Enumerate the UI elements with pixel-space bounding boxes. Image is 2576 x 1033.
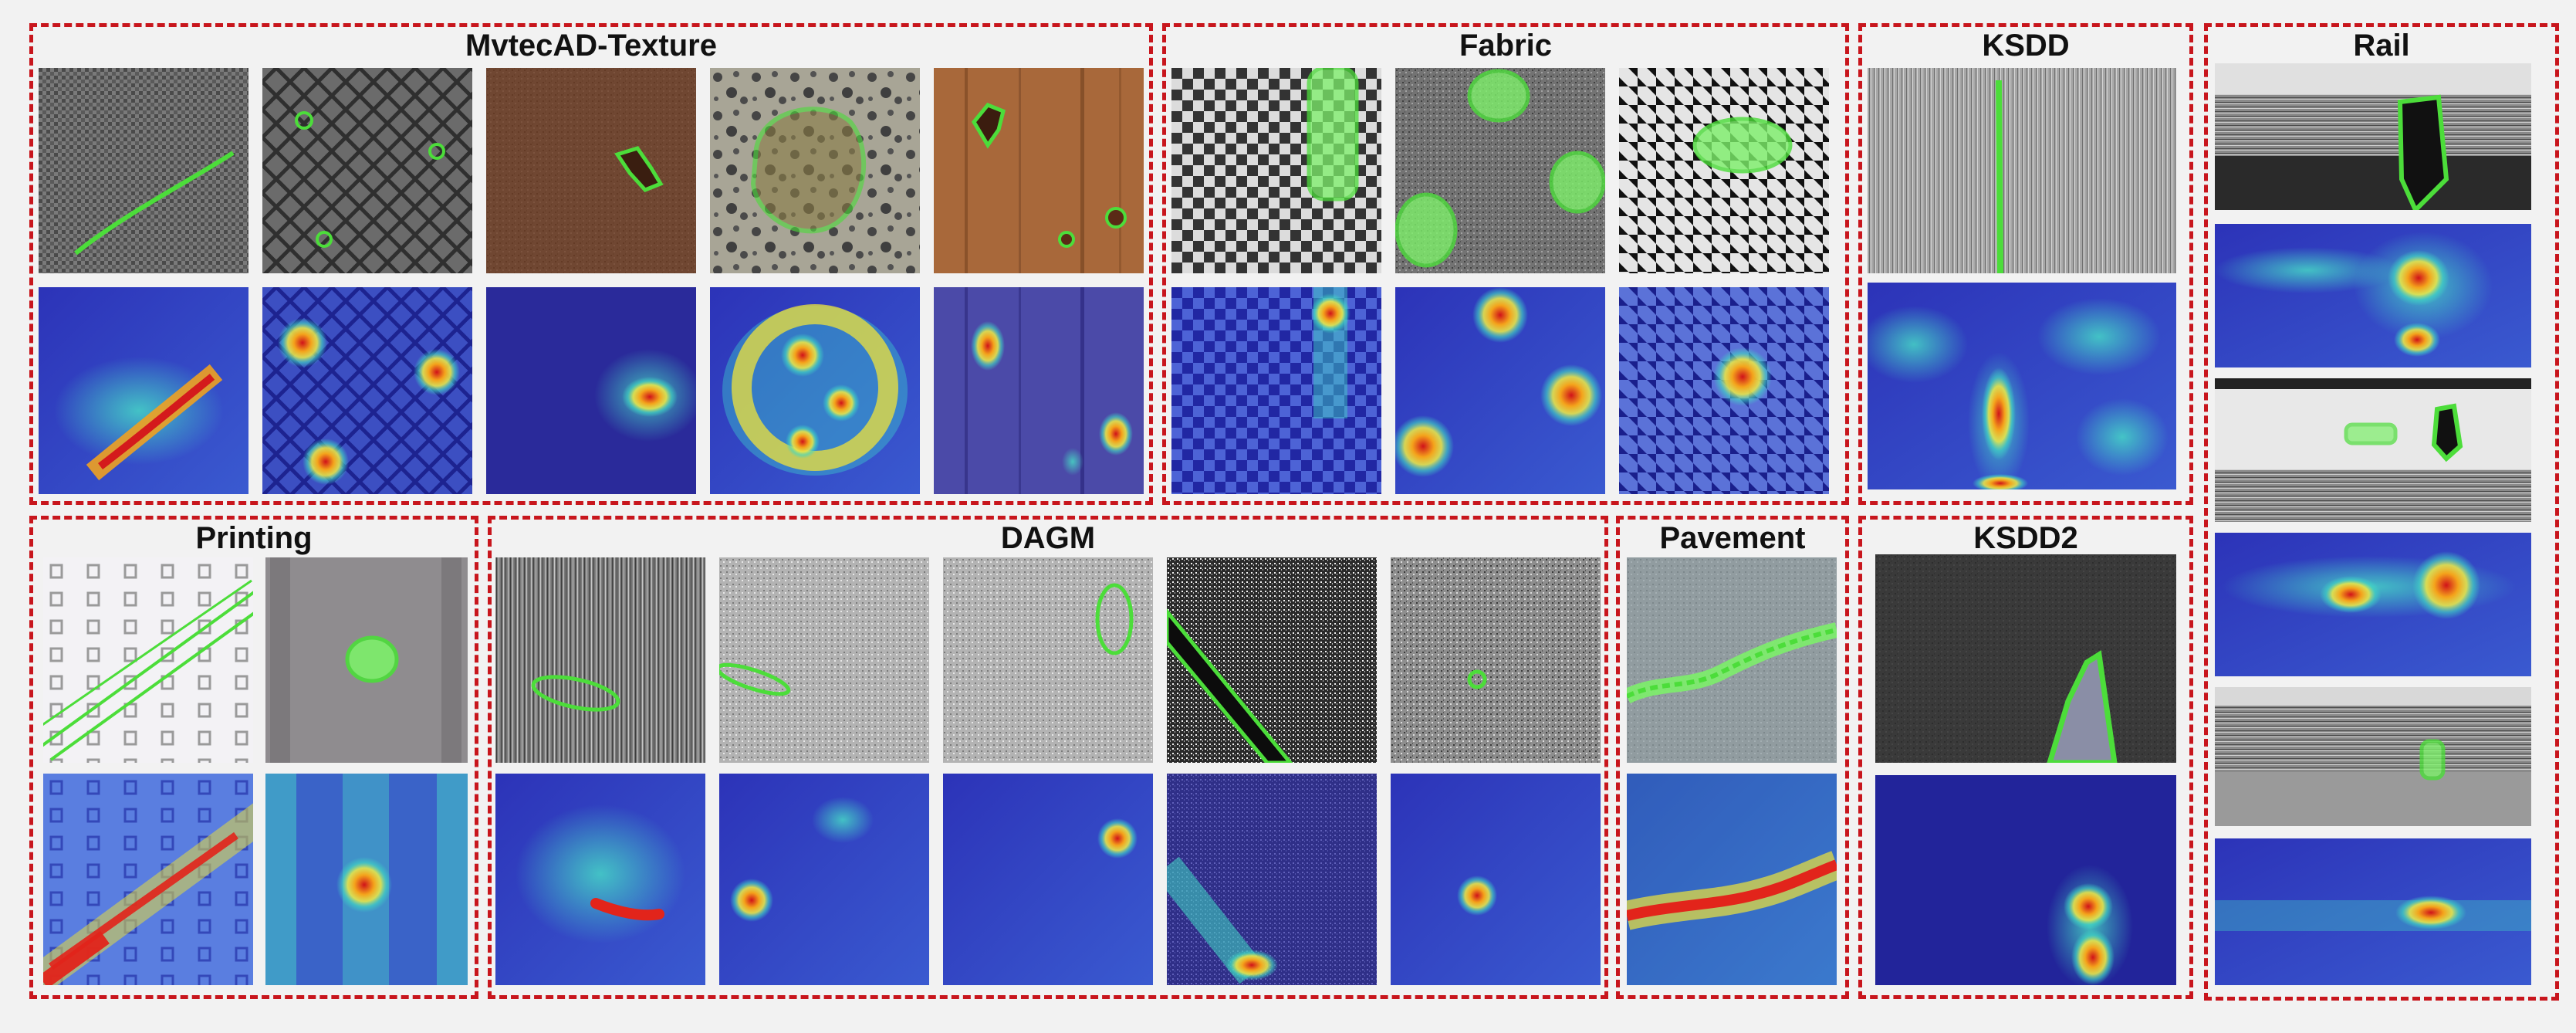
group-title: KSDD (1982, 29, 2070, 63)
group-title: Printing (195, 521, 313, 555)
mvtec-wood-image (934, 68, 1144, 273)
mvtec-tile-image (710, 68, 920, 273)
fabric-dot-image (1395, 68, 1605, 273)
group-dagm: DAGM (488, 516, 1608, 999)
mvtec-leather-heatmap (486, 287, 696, 494)
pavement-heatmap (1627, 774, 1837, 985)
rail-1-heatmap (2215, 224, 2531, 367)
dagm-3-image (943, 557, 1153, 763)
fabric-check-heatmap (1171, 287, 1381, 494)
mvtec-tile-heatmap (710, 287, 920, 494)
dagm-1-image (495, 557, 705, 763)
mvtec-carpet-heatmap (39, 287, 248, 494)
group-pavement: Pavement (1616, 516, 1849, 999)
ksdd2-image (1875, 554, 2176, 763)
dagm-4-image (1167, 557, 1377, 763)
mvtec-leather-image (486, 68, 696, 273)
group-title: Pavement (1659, 521, 1806, 555)
ksdd-image (1868, 68, 2176, 273)
dagm-3-heatmap (943, 774, 1153, 985)
printing-label-image (265, 557, 468, 763)
rail-2-image (2215, 378, 2531, 522)
group-mvtec: MvtecAD-Texture (29, 23, 1153, 505)
rail-2-heatmap (2215, 533, 2531, 676)
ksdd-heatmap (1868, 283, 2176, 489)
group-ksdd: KSDD (1858, 23, 2193, 505)
dagm-2-heatmap (719, 774, 929, 985)
dagm-5-heatmap (1391, 774, 1601, 985)
fabric-hound-heatmap (1619, 287, 1829, 494)
group-printing: Printing (29, 516, 478, 999)
ksdd2-heatmap (1875, 775, 2176, 985)
group-title: MvtecAD-Texture (465, 29, 717, 63)
fabric-check-image (1171, 68, 1381, 273)
dagm-1-heatmap (495, 774, 705, 985)
printing-letters-heatmap (43, 774, 253, 985)
mvtec-wood-heatmap (934, 287, 1144, 494)
group-ksdd2: KSDD2 (1858, 516, 2193, 999)
printing-letters-image (43, 557, 253, 763)
pavement-image (1627, 557, 1837, 763)
dagm-5-image (1391, 557, 1601, 763)
mvtec-carpet-image (39, 68, 248, 273)
group-fabric: Fabric (1162, 23, 1849, 505)
printing-label-heatmap (265, 774, 468, 985)
group-rail: Rail (2204, 23, 2559, 1001)
group-title: Fabric (1459, 29, 1553, 63)
fabric-dot-heatmap (1395, 287, 1605, 494)
rail-3-heatmap (2215, 838, 2531, 985)
mvtec-grid-heatmap (262, 287, 472, 494)
dagm-4-heatmap (1167, 774, 1377, 985)
group-title: KSDD2 (1973, 521, 2078, 555)
group-title: Rail (2353, 29, 2410, 63)
fabric-hound-image (1619, 68, 1829, 273)
rail-1-image (2215, 63, 2531, 210)
mvtec-grid-image (262, 68, 472, 273)
group-title: DAGM (1000, 521, 1096, 555)
dagm-2-image (719, 557, 929, 763)
rail-3-image (2215, 687, 2531, 826)
